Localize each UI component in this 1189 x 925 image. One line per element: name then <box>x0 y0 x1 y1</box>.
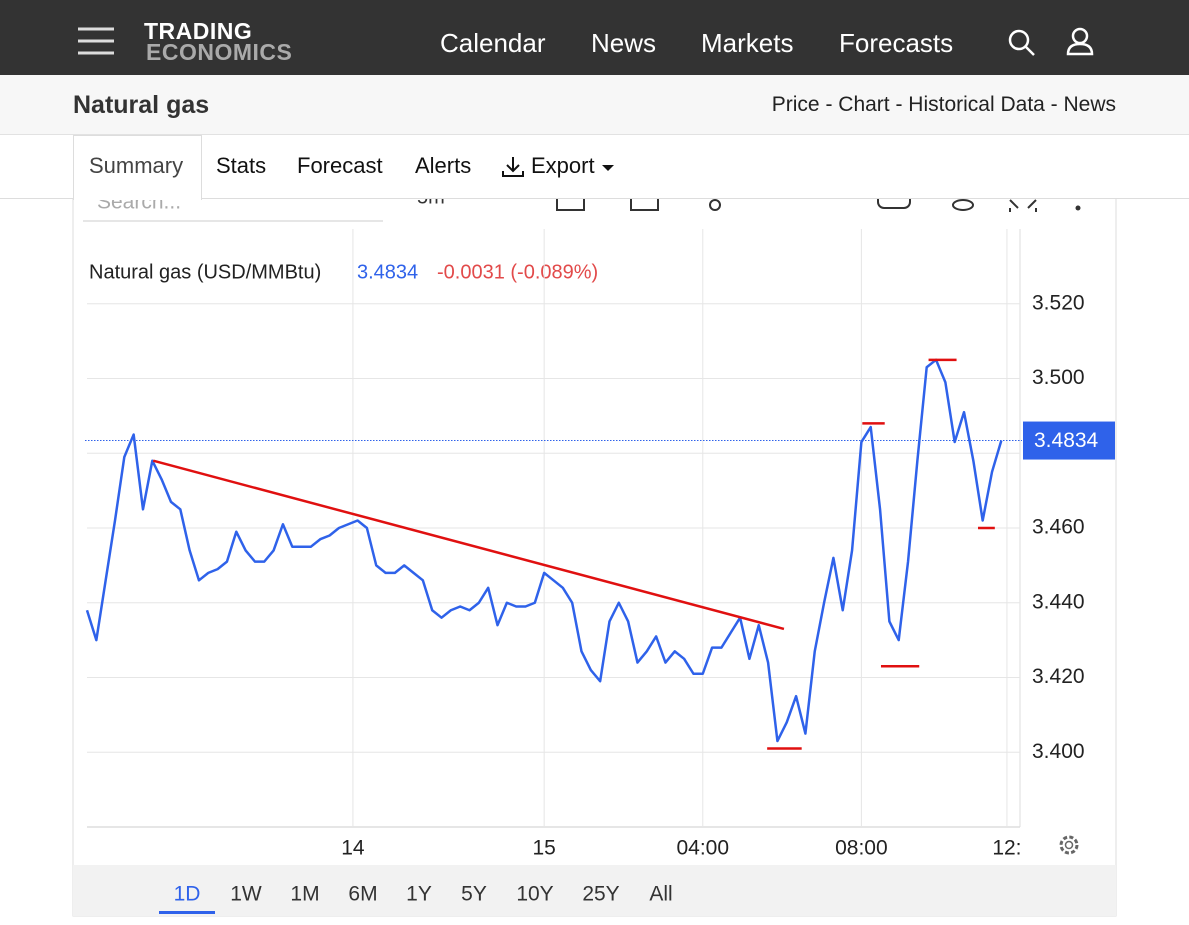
range-button[interactable]: 25Y <box>582 883 619 906</box>
dropdown-caret[interactable] <box>601 163 615 173</box>
nav-link[interactable]: Calendar <box>440 28 546 58</box>
tab[interactable]: Stats <box>216 153 267 178</box>
range-button[interactable]: 10Y <box>516 883 553 906</box>
y-tick-label: 3.460 <box>1032 516 1085 539</box>
user-icon[interactable] <box>1066 27 1094 57</box>
nav-link[interactable]: Forecasts <box>839 28 954 58</box>
x-tick-label: 12: <box>992 837 1021 860</box>
range-button[interactable]: 1M <box>290 883 319 906</box>
last-price-label: 3.4834 <box>1034 429 1099 452</box>
logo[interactable]: ECONOMICS <box>146 39 293 65</box>
y-tick-label: 3.500 <box>1032 366 1085 389</box>
legend-last: 3.4834 <box>357 261 418 283</box>
range-button[interactable]: 1D <box>174 883 201 906</box>
logo[interactable]: TRADING <box>144 18 253 44</box>
x-tick-label: 15 <box>532 837 555 860</box>
y-tick-label: 3.400 <box>1032 740 1085 763</box>
chart-card <box>72 197 1117 917</box>
menu-icon[interactable] <box>78 27 114 55</box>
range-bar <box>73 865 1116 916</box>
gear-icon[interactable] <box>1059 835 1079 855</box>
trend-line <box>152 459 785 631</box>
legend-change: -0.0031 (-0.089%) <box>437 261 598 283</box>
title-bar: Natural gas Price - Chart - Historical D… <box>0 75 1189 135</box>
y-tick-label: 3.420 <box>1032 665 1085 688</box>
top-nav: TRADING ECONOMICS Calendar News Markets … <box>0 0 1189 75</box>
page-links[interactable]: Price - Chart - Historical Data - News <box>771 93 1116 116</box>
download-icon[interactable] <box>501 155 525 179</box>
range-button[interactable]: 6M <box>348 883 377 906</box>
y-tick-label: 3.440 <box>1032 590 1085 613</box>
x-tick-label: 14 <box>341 837 365 860</box>
range-button[interactable]: 1W <box>230 883 262 906</box>
tab[interactable]: Summary <box>89 153 184 178</box>
page-title: Natural gas <box>73 91 210 119</box>
range-button[interactable]: 1Y <box>406 883 432 906</box>
search-icon[interactable] <box>1007 28 1037 58</box>
range-button[interactable]: 5Y <box>461 883 487 906</box>
y-tick-label: 3.520 <box>1032 291 1085 314</box>
x-tick-label: 08:00 <box>835 837 888 860</box>
tab[interactable]: Export <box>531 153 595 178</box>
range-underline <box>159 911 215 914</box>
active-tab <box>73 135 202 200</box>
last-price-tag <box>1023 421 1115 460</box>
more-icon[interactable] <box>1075 205 1081 211</box>
nav-link[interactable]: News <box>591 28 657 58</box>
x-tick-label: 04:00 <box>676 837 729 860</box>
tab-bar: Summary Stats Forecast Alerts Export <box>0 135 1189 200</box>
price-line <box>85 358 1003 743</box>
tool-icon[interactable] <box>952 199 974 211</box>
tab[interactable]: Alerts <box>415 153 472 178</box>
tool-icon[interactable] <box>709 199 721 211</box>
legend-name: Natural gas (USD/MMBtu) <box>89 261 321 283</box>
fullscreen-icon[interactable] <box>1009 199 1037 212</box>
range-button[interactable]: All <box>649 883 672 906</box>
nav-link[interactable]: Markets <box>701 28 794 58</box>
tab[interactable]: Forecast <box>297 153 383 178</box>
